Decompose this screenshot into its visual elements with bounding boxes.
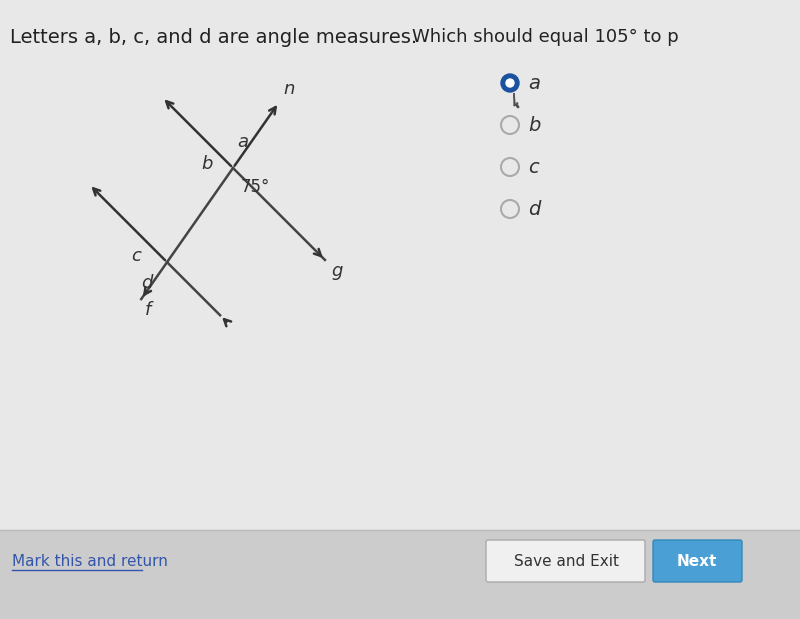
FancyBboxPatch shape bbox=[653, 540, 742, 582]
Circle shape bbox=[501, 74, 519, 92]
Text: b: b bbox=[528, 116, 540, 134]
Text: n: n bbox=[283, 80, 294, 98]
Text: g: g bbox=[331, 262, 342, 280]
Text: b: b bbox=[202, 155, 213, 173]
Text: Which should equal 105° to p: Which should equal 105° to p bbox=[412, 28, 678, 46]
Text: Letters a, b, c, and d are angle measures.: Letters a, b, c, and d are angle measure… bbox=[10, 28, 417, 47]
Text: f: f bbox=[146, 301, 152, 319]
Circle shape bbox=[506, 79, 514, 87]
Bar bbox=[0, 530, 800, 619]
Text: d: d bbox=[528, 199, 540, 219]
Text: a: a bbox=[528, 74, 540, 92]
Text: c: c bbox=[528, 157, 538, 176]
Text: 75°: 75° bbox=[241, 178, 270, 196]
Text: c: c bbox=[131, 247, 141, 265]
Text: Mark this and return: Mark this and return bbox=[12, 555, 168, 569]
Text: Save and Exit: Save and Exit bbox=[514, 553, 618, 568]
Polygon shape bbox=[514, 93, 519, 108]
Text: d: d bbox=[142, 274, 153, 292]
Text: a: a bbox=[237, 133, 248, 151]
Text: Next: Next bbox=[677, 553, 717, 568]
FancyBboxPatch shape bbox=[486, 540, 645, 582]
Bar bbox=[0, 0, 800, 530]
